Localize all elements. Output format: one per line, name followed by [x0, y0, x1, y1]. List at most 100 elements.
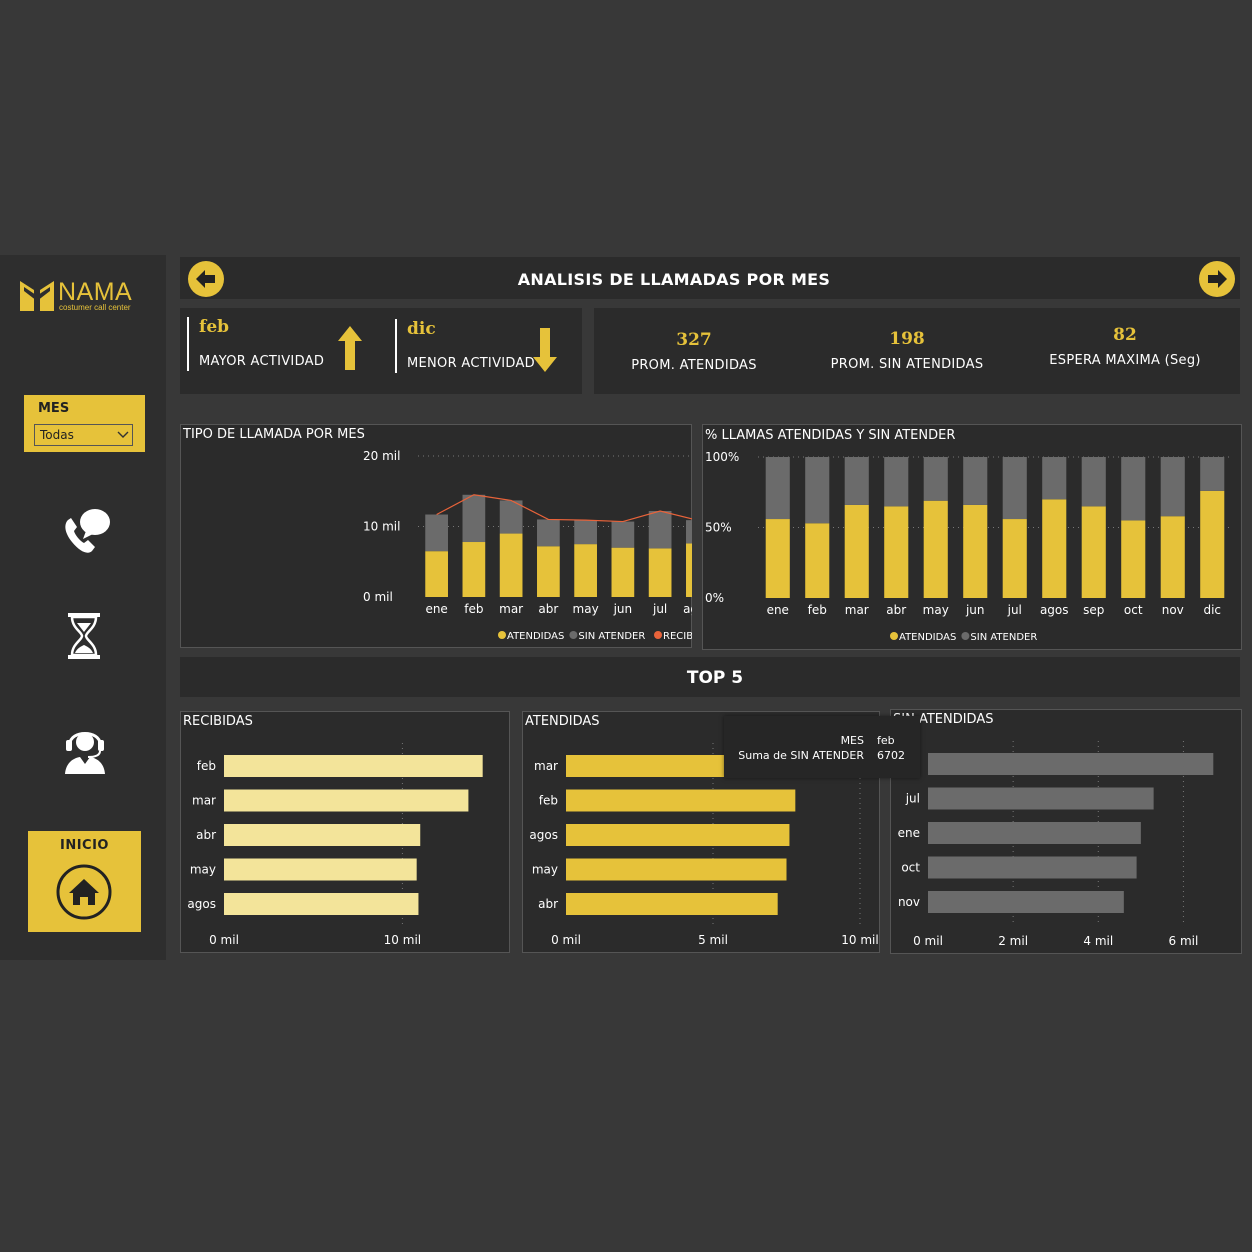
legend-label: SIN ATENDER: [578, 631, 645, 642]
bar-attended: [923, 500, 948, 598]
max-activity-label: MAYOR ACTIVIDAD: [199, 354, 325, 369]
legend-marker: [654, 631, 662, 639]
chart-top-received-plot: 0 mil 10 mil feb mar abr may agos: [187, 743, 483, 947]
kpi-unattended: 198 PROM. SIN ATENDIDAS: [807, 329, 1007, 372]
chart-title: % LLAMAS ATENDIDAS Y SIN ATENDER: [705, 428, 956, 443]
bar-unattended: [462, 494, 486, 543]
bar: [566, 893, 778, 915]
x-tick-label: abr: [886, 603, 906, 617]
x-tick-label: 4 mil: [1083, 934, 1113, 948]
y-category-label: jul: [905, 792, 920, 806]
home-button[interactable]: INICIO: [28, 831, 141, 932]
min-activity-value: dic: [407, 319, 436, 339]
kpi-label: PROM. ATENDIDAS: [631, 358, 757, 373]
bar-unattended: [686, 520, 692, 544]
prev-page-button[interactable]: [187, 260, 225, 302]
y-category-label: nov: [898, 895, 920, 909]
divider: [395, 319, 397, 373]
y-category-label: feb: [197, 759, 216, 773]
bar-attended: [1121, 520, 1146, 598]
hourglass-icon[interactable]: [66, 612, 102, 664]
bar-unattended: [1042, 457, 1067, 500]
bar-attended: [1200, 490, 1225, 598]
bar-attended: [1081, 506, 1106, 598]
arrow-up-icon: [338, 326, 362, 370]
bar-unattended: [805, 457, 830, 524]
bar-unattended: [963, 457, 988, 505]
x-tick-label: agos: [683, 602, 692, 616]
agent-headset-icon[interactable]: [62, 722, 108, 778]
y-tick-label: 0%: [705, 591, 724, 605]
bar-unattended: [923, 457, 948, 501]
bar-unattended: [648, 510, 672, 549]
x-tick-label: 5 mil: [698, 933, 728, 947]
tooltip-key: MES: [840, 734, 864, 747]
bar: [224, 893, 419, 915]
x-tick-label: jun: [965, 603, 985, 617]
y-category-label: ene: [898, 826, 920, 840]
bar-unattended: [537, 519, 560, 547]
bar-unattended: [1200, 457, 1225, 491]
bar: [224, 858, 417, 881]
kpi-card: [594, 308, 1240, 394]
top5-bar: [180, 657, 1240, 697]
x-tick-label: agos: [1040, 603, 1069, 617]
arrow-left-icon: [188, 261, 224, 297]
bar: [224, 824, 421, 846]
bar-attended: [499, 533, 523, 597]
bar: [566, 789, 796, 812]
brand-tagline: costumer call center: [59, 303, 131, 312]
chart-title: TIPO DE LLAMADA POR MES: [183, 427, 365, 442]
chart-percent-plot: 0% 50% 100% ene feb mar abr may jun jul agos sep oct…: [705, 450, 1232, 643]
page-title: ANALISIS DE LLAMADAS POR MES: [517, 270, 831, 289]
bar: [928, 856, 1137, 879]
chart-title: RECIBIDAS: [183, 714, 253, 729]
kpi-label: ESPERA MAXIMA (Seg): [1049, 353, 1201, 368]
x-tick-label: nov: [1162, 603, 1184, 617]
legend-label: ATENDIDAS: [507, 631, 564, 642]
bar-attended: [844, 504, 869, 598]
kpi-label: PROM. SIN ATENDIDAS: [830, 357, 984, 372]
kpi-value: 82: [1113, 325, 1137, 345]
bar-attended: [686, 543, 692, 597]
activity-card: [180, 308, 582, 394]
next-page-button[interactable]: [1198, 260, 1236, 302]
month-dropdown[interactable]: Todas: [34, 424, 133, 446]
nama-logo-icon: [20, 281, 54, 311]
y-category-label: may: [532, 863, 558, 877]
arrow-down-icon: [533, 328, 557, 372]
phone-chat-icon[interactable]: [62, 502, 112, 560]
x-tick-label: 0 mil: [209, 933, 239, 947]
filter-label: MES: [38, 401, 70, 416]
x-tick-label: 0 mil: [913, 934, 943, 948]
x-tick-label: abr: [538, 602, 558, 616]
chevron-down-icon: [117, 431, 129, 438]
kpi-max-wait: 82 ESPERA MAXIMA (Seg): [1025, 325, 1225, 368]
bar-attended: [765, 519, 790, 598]
home-label: INICIO: [60, 838, 109, 853]
y-category-label: feb: [539, 794, 558, 808]
bar-attended: [963, 504, 988, 598]
bar: [928, 753, 1214, 775]
legend-label: SIN ATENDER: [970, 632, 1037, 643]
x-tick-label: jun: [613, 602, 633, 616]
kpi-value: 327: [676, 330, 712, 350]
tooltip-value: feb: [877, 734, 895, 747]
arrow-right-icon: [1199, 261, 1235, 297]
brand-name: NAMA: [58, 278, 133, 306]
tooltip-key: Suma de SIN ATENDER: [738, 749, 864, 762]
legend-marker: [961, 632, 970, 640]
bar-unattended: [1002, 457, 1027, 520]
bar: [224, 755, 483, 777]
x-tick-label: dic: [1203, 603, 1221, 617]
y-tick-label: 50%: [705, 521, 732, 535]
bar-attended: [1042, 499, 1067, 598]
x-tick-label: ene: [767, 603, 789, 617]
min-activity-label: MENOR ACTIVIDAD: [407, 356, 535, 371]
line-received: [436, 494, 692, 523]
x-tick-label: jul: [1007, 603, 1022, 617]
bar-attended: [574, 544, 597, 597]
dropdown-value: Todas: [40, 428, 74, 442]
x-tick-label: oct: [1124, 603, 1143, 617]
y-category-label: agos: [187, 897, 216, 911]
